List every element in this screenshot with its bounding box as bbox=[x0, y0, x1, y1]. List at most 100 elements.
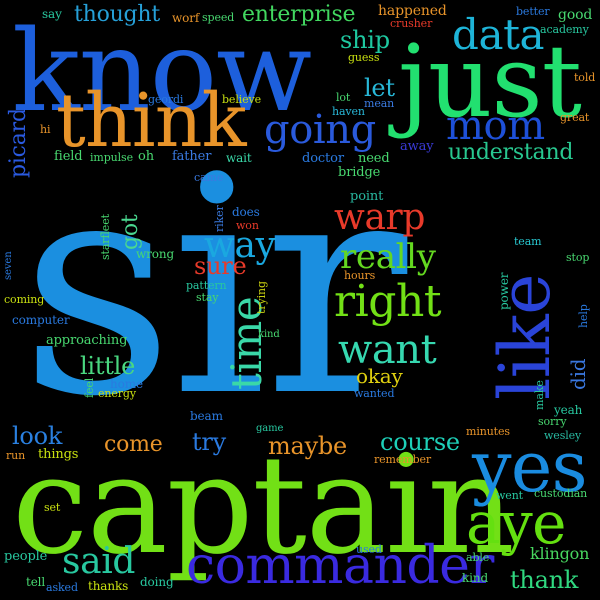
word-doing: doing bbox=[140, 575, 174, 589]
word-home: home bbox=[110, 377, 143, 391]
word-believe: believe bbox=[222, 93, 262, 106]
word-energy: energy bbox=[98, 387, 136, 400]
word-team: team bbox=[514, 235, 542, 248]
word-hours: hours bbox=[344, 269, 376, 282]
word-minutes: minutes bbox=[466, 425, 510, 438]
word-wait: wait bbox=[226, 151, 252, 165]
word-wrong: wrong bbox=[136, 247, 175, 261]
word-set: set bbox=[44, 501, 61, 514]
word-oh: oh bbox=[138, 149, 154, 164]
word-doctor: doctor bbox=[302, 151, 344, 166]
word-went: went bbox=[496, 489, 523, 502]
word-yes: yes bbox=[472, 426, 587, 508]
word-beam: beam bbox=[190, 409, 223, 423]
word-run: run bbox=[6, 449, 26, 462]
word-did: did bbox=[566, 358, 590, 390]
word-geordi: geordi bbox=[148, 93, 184, 106]
word-aye: aye bbox=[466, 489, 567, 557]
word-stay: stay bbox=[196, 291, 219, 304]
word-game: game bbox=[256, 423, 284, 434]
word-asked: asked bbox=[46, 581, 78, 594]
word-said: said bbox=[62, 541, 136, 582]
word-help: help bbox=[577, 304, 590, 328]
word-away: away bbox=[400, 139, 434, 154]
word-bridge: bridge bbox=[338, 165, 381, 180]
word-happened: happened bbox=[378, 3, 447, 19]
word-look: look bbox=[12, 422, 63, 450]
word-ship: ship bbox=[340, 26, 390, 54]
word-haven: haven bbox=[332, 105, 365, 118]
word-laid: kind bbox=[258, 329, 280, 340]
word-able: able bbox=[466, 551, 490, 564]
word-mom: mom bbox=[446, 103, 545, 149]
word-wesley: wesley bbox=[544, 429, 582, 442]
word-people: people bbox=[4, 549, 48, 564]
word-really: really bbox=[340, 237, 436, 277]
word-data: data bbox=[452, 10, 545, 59]
word-want: want bbox=[338, 327, 437, 373]
word-speed: speed bbox=[202, 11, 235, 24]
word-told: told bbox=[574, 71, 596, 84]
word-pattern: pattern bbox=[186, 279, 227, 292]
word-know: know bbox=[12, 7, 312, 137]
word-does: does bbox=[232, 205, 260, 219]
word-say: say bbox=[42, 7, 62, 21]
word-worf: worf bbox=[172, 11, 200, 25]
word-wanted: wanted bbox=[354, 387, 395, 400]
word-sure: sure bbox=[194, 252, 247, 280]
word-okay: okay bbox=[356, 364, 403, 388]
word-father: father bbox=[172, 149, 212, 164]
word-right: right bbox=[334, 276, 442, 327]
word-course: course bbox=[380, 428, 460, 456]
word-thanks: thanks bbox=[88, 579, 129, 593]
word-maybe: maybe bbox=[268, 432, 347, 460]
word-kind: kind bbox=[462, 571, 489, 585]
word-think: think bbox=[56, 78, 247, 164]
word-klingon: klingon bbox=[530, 544, 590, 563]
word-crusher: crusher bbox=[390, 17, 433, 30]
word-great: great bbox=[560, 111, 590, 124]
word-need: need bbox=[358, 151, 390, 166]
word-got: got bbox=[118, 214, 143, 250]
word-picard: picard bbox=[6, 108, 31, 178]
word-captain: captain bbox=[12, 427, 515, 585]
word-come: come bbox=[104, 432, 163, 457]
word-field: field bbox=[54, 149, 83, 164]
word-stop: stop bbox=[566, 251, 590, 264]
word-custodian: custodian bbox=[534, 487, 588, 500]
word-things: things bbox=[38, 447, 79, 462]
word-understand: understand bbox=[448, 140, 574, 165]
word-good: good bbox=[558, 7, 593, 23]
word-thought: thought bbox=[74, 2, 160, 27]
word-came: came bbox=[194, 171, 224, 184]
word-point: point bbox=[350, 189, 384, 204]
word-guess: guess bbox=[348, 51, 380, 64]
word-thank: thank bbox=[510, 566, 579, 594]
word-let: let bbox=[364, 74, 395, 102]
word-starfleet: starfleet bbox=[99, 214, 112, 260]
word-power: power bbox=[497, 272, 511, 310]
word-better: better bbox=[516, 5, 550, 18]
word-lot: lot bbox=[336, 91, 351, 104]
word-try: try bbox=[192, 428, 226, 456]
word-commander: commander bbox=[186, 536, 494, 596]
word-tell: tell bbox=[26, 575, 46, 589]
word-way: way bbox=[204, 225, 276, 266]
word-riker: riker bbox=[213, 205, 226, 232]
word-warp: warp bbox=[334, 197, 426, 238]
word-yeah: yeah bbox=[554, 403, 583, 417]
word-enterprise: enterprise bbox=[242, 2, 356, 27]
word-approaching: approaching bbox=[46, 333, 128, 348]
word-little: little bbox=[80, 352, 136, 380]
word-sir: sir bbox=[20, 113, 407, 462]
word-impulse: impulse bbox=[90, 151, 133, 164]
word-used: used bbox=[356, 543, 382, 556]
word-remember: remember bbox=[374, 453, 432, 466]
word-seven: seven bbox=[3, 251, 14, 280]
word-make: make bbox=[533, 380, 546, 410]
word-won: won bbox=[236, 219, 259, 232]
word-trying: trying bbox=[255, 281, 268, 314]
word-mean: mean bbox=[364, 97, 395, 110]
word-sorry: sorry bbox=[538, 415, 567, 428]
